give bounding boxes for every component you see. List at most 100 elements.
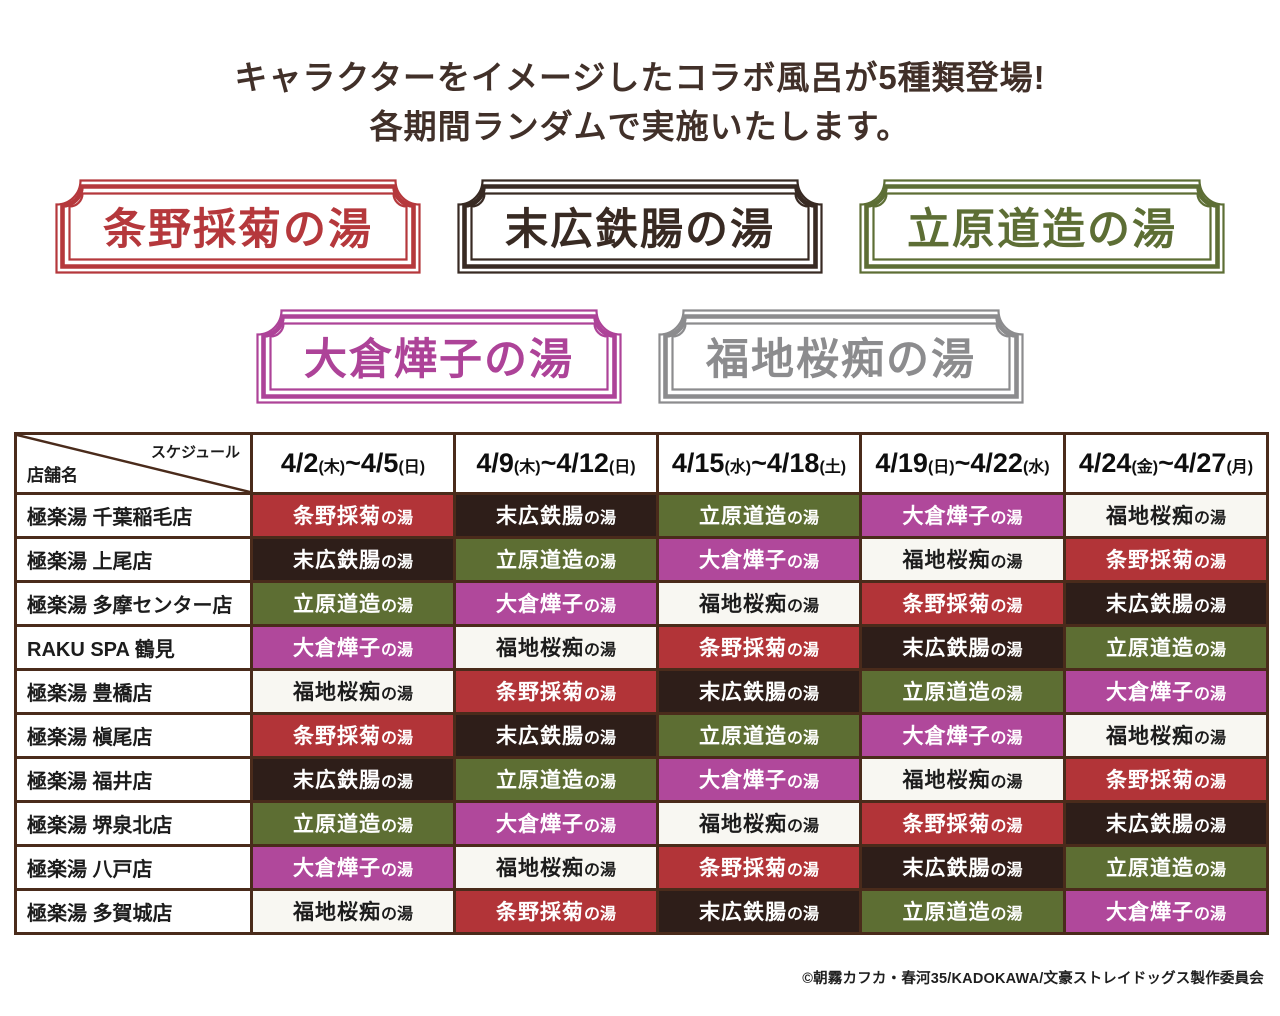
bath-cell: 立原道造の湯 <box>1063 843 1269 891</box>
bath-cell-suffix: の湯 <box>380 686 413 704</box>
bath-cell-suffix: の湯 <box>990 642 1023 660</box>
bath-cell: 条野採菊の湯 <box>453 667 659 715</box>
bath-cell-suffix: の湯 <box>990 862 1023 880</box>
table-row: 極楽湯 多賀城店 福地桜痴の湯 条野採菊の湯 末広鉄腸の湯 立原道造の湯 大倉燁子の湯 <box>14 887 1269 935</box>
bath-cell-suffix: の湯 <box>583 554 616 572</box>
bath-cell-name: 大倉燁子 <box>698 769 787 793</box>
bath-cell-name: 末広鉄腸 <box>495 725 584 749</box>
bath-cell-name: 条野採菊 <box>292 725 381 749</box>
bath-cell-suffix: の湯 <box>1193 774 1226 792</box>
bath-cell-suffix: の湯 <box>583 642 616 660</box>
badge-frame <box>457 179 823 274</box>
bath-badge: 大倉燁子の湯 <box>255 308 623 405</box>
bath-cell: 福地桜痴の湯 <box>250 887 456 935</box>
bath-cell: 条野採菊の湯 <box>859 579 1066 627</box>
bath-cell-suffix: の湯 <box>1193 554 1226 572</box>
bath-cell-name: 末広鉄腸 <box>292 549 381 573</box>
bath-badge-area: 条野採菊の湯 末広鉄腸の湯 立原道造の湯 大倉燁子の湯 福地桜痴の湯 <box>0 178 1280 405</box>
bath-cell: 大倉燁子の湯 <box>1063 887 1269 935</box>
bath-cell-suffix: の湯 <box>380 554 413 572</box>
bath-cell-name: 立原道造 <box>698 725 787 749</box>
table-row: 極楽湯 多摩センター店 立原道造の湯 大倉燁子の湯 福地桜痴の湯 条野採菊の湯 末広鉄腸の… <box>14 579 1269 627</box>
badge-frame <box>55 179 421 274</box>
weekday-text: (金) <box>1131 458 1159 476</box>
store-name-cell: 極楽湯 槇尾店 <box>14 711 253 759</box>
bath-badge-label: 大倉燁子の湯 <box>304 337 574 385</box>
bath-cell: 福地桜痴の湯 <box>453 623 659 671</box>
table-row: RAKU SPA 鶴見 大倉燁子の湯 福地桜痴の湯 条野採菊の湯 末広鉄腸の湯 立原道造の… <box>14 623 1269 671</box>
bath-cell-suffix: の湯 <box>786 730 819 748</box>
bath-cell: 福地桜痴の湯 <box>1063 491 1269 539</box>
bath-cell-suffix: の湯 <box>1193 642 1226 660</box>
bath-cell-name: 立原道造 <box>292 593 381 617</box>
date-column-header: 4/19(日)~4/22(水) <box>859 431 1066 495</box>
bath-cell: 条野採菊の湯 <box>859 799 1066 847</box>
bath-cell: 末広鉄腸の湯 <box>859 843 1066 891</box>
bath-cell: 条野採菊の湯 <box>453 887 659 935</box>
bath-cell-suffix: の湯 <box>583 598 616 616</box>
bath-cell: 条野採菊の湯 <box>250 491 456 539</box>
store-name-cell: 極楽湯 多摩センター店 <box>14 579 253 627</box>
bath-cell-suffix: の湯 <box>786 598 819 616</box>
bath-cell-suffix: の湯 <box>1193 510 1226 528</box>
schedule-corner-label: スケジュール <box>151 443 240 461</box>
store-name-cell: 極楽湯 千葉稲毛店 <box>14 491 253 539</box>
bath-cell: 大倉燁子の湯 <box>453 579 659 627</box>
bath-cell-suffix: の湯 <box>583 862 616 880</box>
bath-cell-suffix: の湯 <box>1193 598 1226 616</box>
bath-badge: 福地桜痴の湯 <box>657 308 1025 405</box>
bath-cell-suffix: の湯 <box>1193 862 1226 880</box>
store-name-cell: 極楽湯 八戸店 <box>14 843 253 891</box>
bath-cell: 末広鉄腸の湯 <box>250 755 456 803</box>
bath-badge: 末広鉄腸の湯 <box>456 178 824 275</box>
bath-cell: 条野採菊の湯 <box>250 711 456 759</box>
bath-cell-name: 立原道造 <box>1105 637 1194 661</box>
date-column-header: 4/24(金)~4/27(月) <box>1063 431 1269 495</box>
bath-cell: 大倉燁子の湯 <box>250 623 456 671</box>
table-row: 極楽湯 上尾店 末広鉄腸の湯 立原道造の湯 大倉燁子の湯 福地桜痴の湯 条野採菊の湯 <box>14 535 1269 583</box>
table-row: 極楽湯 福井店 末広鉄腸の湯 立原道造の湯 大倉燁子の湯 福地桜痴の湯 条野採菊の湯 <box>14 755 1269 803</box>
page-title: キャラクターをイメージしたコラボ風呂が5種類登場! 各期間ランダムで実施いたしま… <box>0 54 1280 152</box>
bath-cell-name: 大倉燁子 <box>292 857 381 881</box>
bath-cell: 立原道造の湯 <box>859 887 1066 935</box>
bath-cell: 立原道造の湯 <box>656 711 862 759</box>
bath-cell-name: 大倉燁子 <box>902 725 991 749</box>
date-text: 4/22 <box>970 447 1023 478</box>
bath-cell: 福地桜痴の湯 <box>859 755 1066 803</box>
bath-cell: 末広鉄腸の湯 <box>453 711 659 759</box>
bath-cell-suffix: の湯 <box>990 554 1023 572</box>
bath-badge-label: 福地桜痴の湯 <box>706 337 976 385</box>
store-name-corner-label: 店舗名 <box>27 465 78 485</box>
bath-cell-name: 立原道造 <box>495 549 584 573</box>
bath-cell-suffix: の湯 <box>990 818 1023 836</box>
bath-cell-suffix: の湯 <box>380 818 413 836</box>
bath-cell-suffix: の湯 <box>786 510 819 528</box>
bath-cell-name: 条野採菊 <box>292 505 381 529</box>
bath-cell-suffix: の湯 <box>583 510 616 528</box>
bath-cell-name: 立原道造 <box>902 681 991 705</box>
bath-cell: 条野採菊の湯 <box>1063 535 1269 583</box>
bath-cell-name: 大倉燁子 <box>495 593 584 617</box>
bath-cell-suffix: の湯 <box>990 730 1023 748</box>
bath-cell-suffix: の湯 <box>583 730 616 748</box>
bath-cell: 福地桜痴の湯 <box>453 843 659 891</box>
bath-badge: 条野採菊の湯 <box>54 178 422 275</box>
bath-cell-suffix: の湯 <box>380 510 413 528</box>
bath-cell-name: 福地桜痴 <box>292 901 381 925</box>
date-text: ~ <box>954 447 971 478</box>
bath-cell: 条野採菊の湯 <box>1063 755 1269 803</box>
store-name-cell: 極楽湯 多賀城店 <box>14 887 253 935</box>
bath-cell-suffix: の湯 <box>786 862 819 880</box>
bath-badge-label: 末広鉄腸の湯 <box>505 207 775 255</box>
bath-cell-name: 福地桜痴 <box>698 813 787 837</box>
bath-cell-suffix: の湯 <box>380 642 413 660</box>
bath-cell-suffix: の湯 <box>583 818 616 836</box>
bath-cell-suffix: の湯 <box>1193 730 1226 748</box>
bath-cell-suffix: の湯 <box>1193 686 1226 704</box>
bath-cell: 立原道造の湯 <box>453 535 659 583</box>
bath-cell-suffix: の湯 <box>786 774 819 792</box>
bath-cell-name: 大倉燁子 <box>292 637 381 661</box>
weekday-text: (木) <box>513 458 541 476</box>
date-text: 4/18 <box>766 447 820 478</box>
